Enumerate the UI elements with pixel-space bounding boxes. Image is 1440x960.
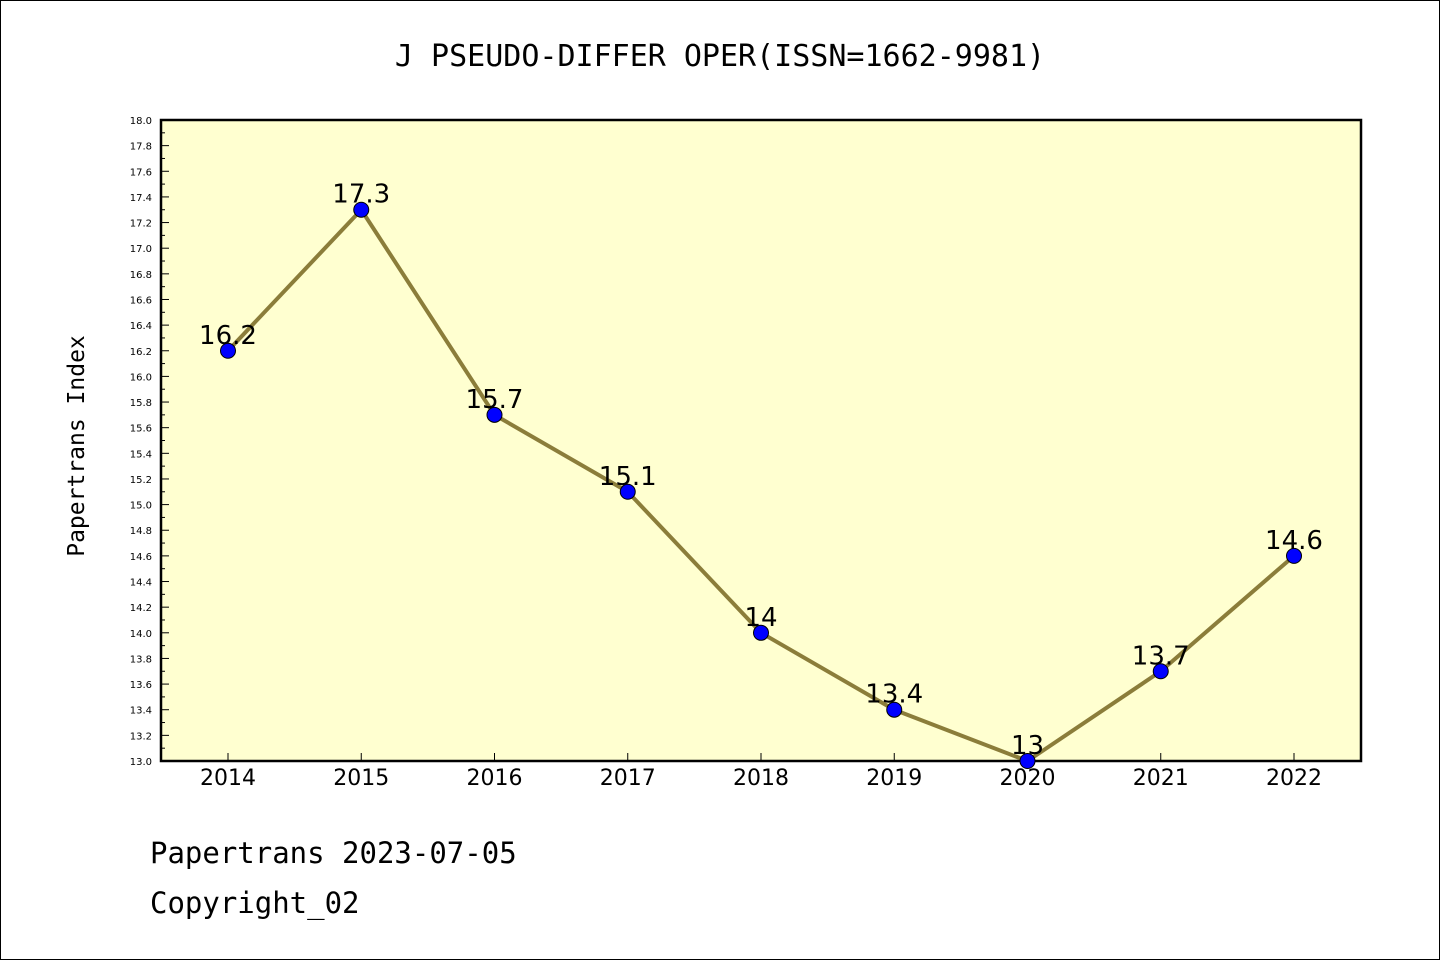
- y-tick-label: 16.6: [130, 295, 152, 306]
- x-tick-label: 2022: [1266, 766, 1322, 791]
- data-point: [1019, 753, 1036, 769]
- data-point: [220, 342, 236, 359]
- y-tick-label: 16.0: [130, 372, 152, 383]
- y-tick-label: 15.2: [130, 475, 152, 486]
- y-tick-label: 13.8: [130, 654, 152, 665]
- series-line: 16.2 17.3 15.7 15.1 14 13.4 13 13.7 14.6: [199, 180, 1323, 769]
- data-point: [753, 624, 769, 641]
- x-tick-label: 2017: [600, 766, 656, 791]
- data-point: [619, 483, 636, 500]
- data-point: [1152, 663, 1169, 680]
- y-tick-label: 16.8: [130, 270, 152, 281]
- y-tick-label: 17.8: [130, 142, 152, 153]
- data-label: 14: [744, 603, 777, 633]
- y-tick-label: 15.4: [130, 449, 152, 460]
- data-point: [486, 406, 503, 423]
- y-tick-label: 14.2: [130, 603, 152, 614]
- x-tick-label: 2021: [1133, 766, 1189, 791]
- y-tick-label: 17.2: [130, 219, 152, 230]
- y-tick-label: 17.0: [130, 244, 152, 255]
- y-axis: 13.0 13.2 13.4 13.6 13.8 14.0 14.2 14.4 14.6 14.8…: [130, 116, 169, 768]
- y-axis-label: Papertrans Index: [64, 335, 90, 557]
- y-tick-label: 14.0: [130, 629, 152, 640]
- chart-title: J PSEUDO-DIFFER OPER(ISSN=1662-9981): [395, 39, 1045, 74]
- y-tick-label: 15.0: [130, 501, 152, 512]
- footer-date: Papertrans 2023-07-05: [150, 836, 517, 870]
- y-tick-label: 13.6: [130, 680, 152, 691]
- data-label: 15.7: [466, 385, 524, 415]
- data-label: 14.6: [1265, 526, 1323, 556]
- data-point: [353, 201, 370, 218]
- y-tick-label: 13.0: [130, 757, 152, 768]
- y-tick-label: 13.4: [130, 706, 152, 717]
- data-label: 17.3: [332, 180, 390, 210]
- data-label: 16.2: [199, 321, 257, 351]
- y-tick-label: 14.6: [130, 552, 152, 563]
- data-label: 15.1: [599, 462, 657, 492]
- data-label: 13: [1011, 731, 1044, 761]
- x-tick-label: 2018: [733, 766, 789, 791]
- y-tick-label: 17.6: [130, 167, 152, 178]
- data-point: [886, 701, 903, 718]
- x-tick-label: 2015: [333, 766, 389, 791]
- y-tick-label: 15.6: [130, 424, 152, 435]
- y-tick-label: 16.2: [130, 347, 152, 358]
- plot-area: [159, 118, 1363, 763]
- data-point: [1286, 547, 1302, 564]
- x-tick-label: 2014: [200, 766, 256, 791]
- footer-copyright: Copyright_02: [150, 886, 360, 920]
- y-tick-label: 16.4: [130, 321, 152, 332]
- y-tick-label: 17.4: [130, 193, 152, 204]
- x-tick-label: 2019: [866, 766, 922, 791]
- y-tick-label: 18.0: [130, 116, 152, 127]
- y-tick-label: 14.8: [130, 526, 152, 537]
- x-axis: 2014 2015 2016 2017 2018 2019 2020 2021 2022: [200, 753, 1322, 791]
- x-tick-label: 2016: [467, 766, 523, 791]
- y-tick-label: 14.4: [130, 578, 152, 589]
- y-tick-label: 13.2: [130, 731, 152, 742]
- y-tick-label: 15.8: [130, 398, 152, 409]
- x-tick-label: 2020: [1000, 766, 1056, 791]
- data-label: 13.4: [865, 680, 923, 710]
- data-label: 13.7: [1132, 641, 1190, 671]
